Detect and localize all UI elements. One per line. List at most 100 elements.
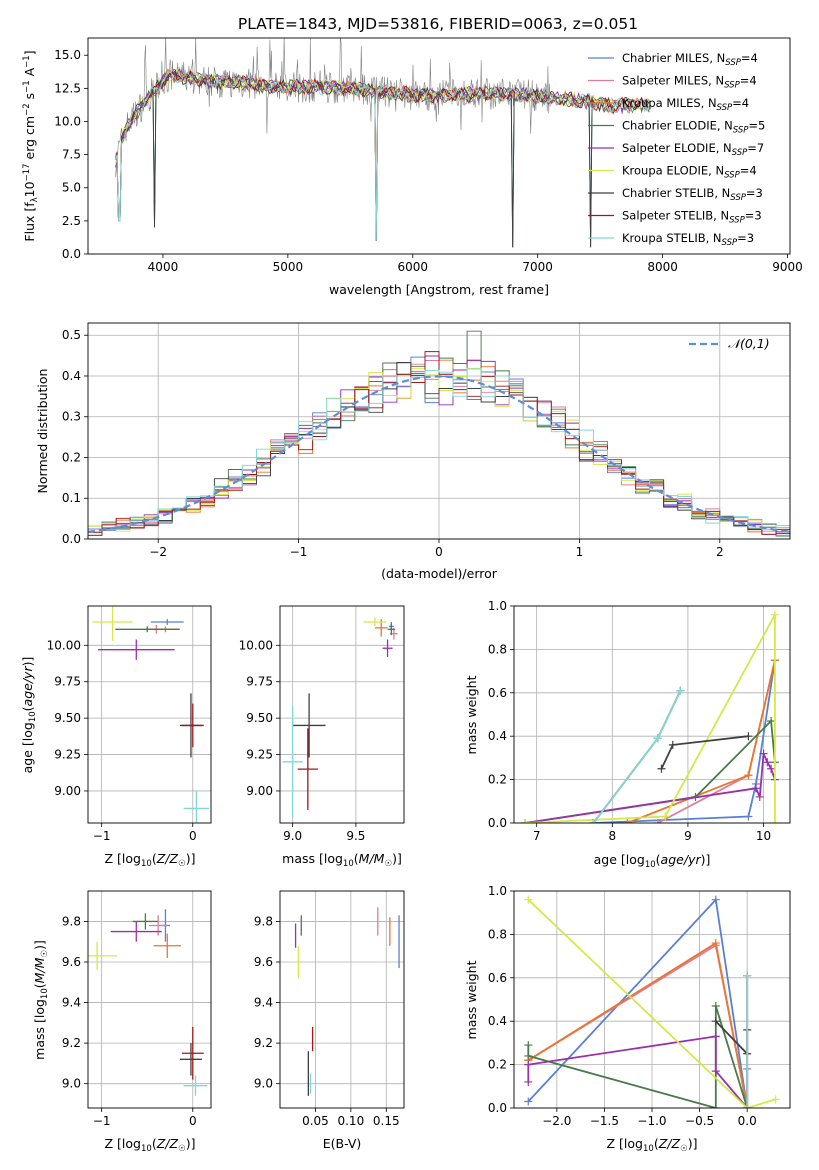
chart-weight_vs_age: 7 8 9 10 0.0 0.2 0.4 0.6 0.8 1.0 age [log10(age/yr… bbox=[464, 599, 791, 870]
weight-marker-cm bbox=[744, 812, 753, 821]
weight-marker-ks bbox=[743, 971, 752, 980]
axes-frame bbox=[87, 890, 212, 1109]
weight-marker-cs bbox=[744, 732, 753, 741]
y-tick-label: 9.00 bbox=[246, 784, 273, 798]
x-tick-label: 8 bbox=[608, 829, 616, 843]
y-tick-label: 0.4 bbox=[488, 729, 507, 743]
x-tick-label: 0.10 bbox=[337, 1114, 364, 1128]
y-tick-label: 9.0 bbox=[62, 1077, 81, 1091]
weight-marker-se bbox=[524, 1077, 533, 1086]
y-tick-label: 0.6 bbox=[488, 686, 507, 700]
x-tick-label: 7000 bbox=[522, 260, 553, 274]
legend-entry-ce: Chabrier ELODIE, NSSP=5 bbox=[622, 119, 765, 136]
y-tick-label: 0.8 bbox=[488, 927, 507, 941]
weight-marker-ks bbox=[653, 734, 662, 743]
y-tick-label: 0.2 bbox=[488, 773, 507, 787]
weight-marker-se bbox=[763, 758, 772, 767]
x-tick-label: 0 bbox=[435, 545, 443, 559]
legend: Chabrier MILES, NSSP=4 Salpeter MILES, NS… bbox=[588, 51, 765, 248]
y-tick-label: 0.2 bbox=[62, 450, 81, 464]
axes-frame bbox=[87, 37, 791, 255]
weight-marker-ce bbox=[711, 1002, 720, 1011]
model-spectrum-ss bbox=[115, 69, 650, 241]
chart-age_vs_mass: 9.0 9.5 9.00 9.25 9.50 9.75 10.00 mass [log10(M… bbox=[239, 605, 405, 869]
model-spectrum-ke bbox=[115, 67, 650, 241]
y-tick-label: 10.00 bbox=[47, 638, 81, 652]
y-tick-label: 7.5 bbox=[62, 148, 81, 162]
histogram-ke bbox=[88, 367, 790, 532]
weight-marker-se bbox=[711, 1032, 720, 1041]
plot-area-mass_vs_ebv bbox=[294, 907, 400, 1096]
y-tick-label: 0.6 bbox=[488, 971, 507, 985]
model-spectrum-cs bbox=[115, 69, 650, 248]
y-tick-label: 5.0 bbox=[62, 181, 81, 195]
plot-area-weight_vs_Z bbox=[524, 895, 780, 1108]
x-axis-label: wavelength [Angstrom, rest frame] bbox=[329, 282, 549, 297]
legend-entry-ke: Kroupa ELODIE, NSSP=4 bbox=[622, 164, 757, 181]
y-tick-label: 9.00 bbox=[54, 784, 81, 798]
y-axis-label: age [log10(age/yr)] bbox=[20, 657, 38, 774]
chart-residuals: −2 −1 0 1 2 0.0 0.1 0.2 0.3 0.4 0.5 𝒩(0,1) (data-mod… bbox=[35, 322, 791, 581]
legend-entry-ss: Salpeter STELIB, NSSP=3 bbox=[622, 209, 762, 226]
plot-area-mass_vs_Z bbox=[88, 909, 208, 1096]
chart-mass_vs_Z: −1 0 9.0 9.2 9.4 9.6 9.8 Z [log10(Z/Z☉)] mass [l… bbox=[32, 890, 212, 1154]
x-tick-label: −2 bbox=[149, 545, 167, 559]
y-axis-label: mass weight bbox=[464, 960, 479, 1039]
y-tick-label: 1.0 bbox=[488, 599, 507, 613]
y-tick-label: 9.8 bbox=[254, 914, 273, 928]
x-tick-label: 5000 bbox=[273, 260, 304, 274]
y-tick-label: 0.2 bbox=[488, 1058, 507, 1072]
weight-marker-se bbox=[751, 784, 760, 793]
axes-frame bbox=[513, 605, 791, 824]
x-tick-label: 6000 bbox=[397, 260, 428, 274]
x-axis-label: Z [log10(Z/Z☉)] bbox=[607, 1136, 698, 1154]
y-tick-label: 1.0 bbox=[488, 884, 507, 898]
x-tick-label: 9.0 bbox=[283, 829, 302, 843]
weight-marker-cs bbox=[711, 1017, 720, 1026]
weight-marker-cm bbox=[524, 1097, 533, 1106]
x-tick-label: −1 bbox=[93, 1114, 111, 1128]
y-tick-label: 0.0 bbox=[488, 816, 507, 830]
weight-marker-ce bbox=[767, 717, 776, 726]
weight-marker-km bbox=[711, 939, 720, 948]
weight-marker-ks bbox=[589, 819, 598, 823]
y-axis-label: mass [log10(M/M☉)] bbox=[32, 940, 50, 1060]
y-tick-label: 0.0 bbox=[62, 247, 81, 261]
y-tick-label: 9.75 bbox=[246, 675, 273, 689]
axes-frame bbox=[87, 322, 791, 540]
legend-entry-se: Salpeter ELODIE, NSSP=7 bbox=[622, 141, 764, 158]
y-tick-label: 0.0 bbox=[488, 1101, 507, 1115]
weight-line-km bbox=[527, 941, 749, 1108]
x-tick-label: −1.0 bbox=[637, 1114, 666, 1128]
x-tick-label: 2 bbox=[716, 545, 724, 559]
x-tick-label: 0.0 bbox=[738, 1114, 757, 1128]
x-axis-label: Z [log10(Z/Z☉)] bbox=[105, 1136, 196, 1154]
legend-entry-km: Kroupa MILES, NSSP=4 bbox=[622, 96, 749, 113]
y-tick-label: 0.3 bbox=[62, 410, 81, 424]
weight-marker-cm bbox=[711, 895, 720, 904]
weight-marker-ce bbox=[524, 1041, 533, 1050]
x-tick-label: 4000 bbox=[148, 260, 179, 274]
weight-marker-sm bbox=[653, 819, 662, 823]
x-tick-label: 9.5 bbox=[346, 829, 365, 843]
plot-area-weight_vs_age bbox=[521, 610, 779, 823]
x-axis-label: age [log10(age/yr)] bbox=[594, 852, 711, 870]
y-axis-label: Flux [fλ10−17 erg cm−2 s−1 A−1] bbox=[22, 50, 40, 241]
axes-frame bbox=[87, 605, 212, 824]
weight-marker-se bbox=[524, 1060, 533, 1069]
weight-marker-ks bbox=[676, 686, 685, 695]
y-tick-label: 9.2 bbox=[62, 1036, 81, 1050]
x-tick-label: 9000 bbox=[772, 260, 803, 274]
x-tick-label: 0.15 bbox=[373, 1114, 400, 1128]
x-tick-label: −1.5 bbox=[590, 1114, 619, 1128]
x-axis-label: mass [log10(M/M☉)] bbox=[282, 851, 402, 869]
weight-marker-se bbox=[767, 764, 776, 773]
weight-marker-ke bbox=[771, 1095, 780, 1104]
y-axis-label: mass weight bbox=[464, 675, 479, 754]
y-tick-label: 0.5 bbox=[62, 328, 81, 342]
y-tick-label: 9.8 bbox=[62, 914, 81, 928]
y-tick-label: 9.25 bbox=[246, 748, 273, 762]
x-tick-label: 9 bbox=[684, 829, 692, 843]
y-tick-label: 9.6 bbox=[254, 955, 273, 969]
